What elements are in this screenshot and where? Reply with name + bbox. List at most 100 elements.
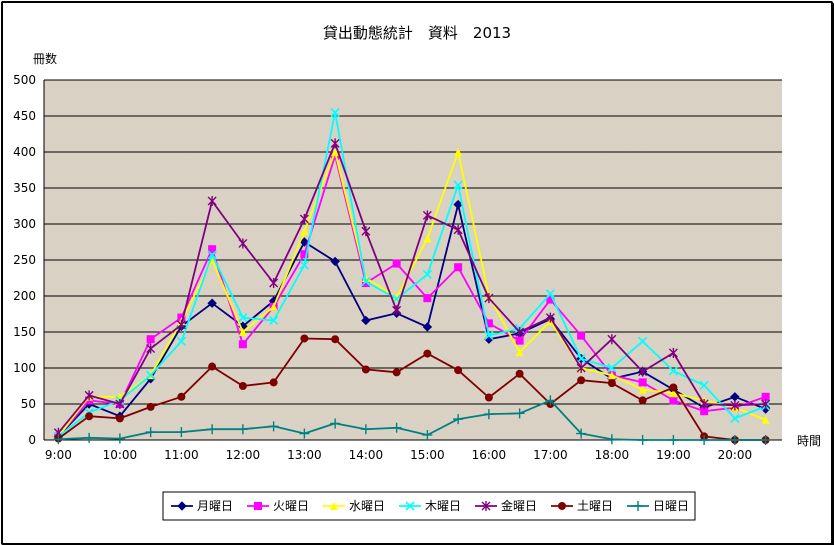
x-tick-label: 16:00 [472,448,507,462]
legend-item: 日曜日 [627,499,689,513]
data-point [254,502,262,510]
data-point [207,424,218,435]
data-point [699,399,709,409]
legend-label: 木曜日 [425,499,461,513]
data-point [422,269,432,279]
data-point [453,414,464,425]
legend-label: 火曜日 [273,499,309,513]
data-point [730,413,740,423]
data-point [700,407,709,416]
x-tick-label: 20:00 [718,448,753,462]
x-axis-label: 時間 [797,434,821,448]
data-point [300,227,309,236]
data-point [238,328,247,336]
data-point [269,378,278,387]
data-point [669,389,678,398]
data-point [391,422,402,433]
x-tick-label: 10:00 [103,448,138,462]
data-point [545,312,555,323]
data-point [300,250,309,259]
data-point [484,293,494,304]
data-point [638,378,647,387]
y-tick-label: 450 [13,109,36,123]
data-point [638,366,648,377]
x-tick-label: 11:00 [164,448,199,462]
data-point [668,366,678,376]
x-tick-label: 15:00 [410,448,445,462]
data-point [453,180,463,190]
data-point [146,343,156,354]
data-point [515,348,524,357]
data-point [208,362,217,371]
data-point [633,501,643,511]
y-tick-label: 500 [13,73,36,87]
data-point [238,340,247,349]
data-point [638,385,647,394]
data-point [176,319,186,330]
legend: 月曜日 火曜日 水曜日 木曜日 金曜日 土曜日 日曜日 [162,491,696,521]
data-point [269,278,279,289]
x-tick-label: 18:00 [595,448,630,462]
data-point [299,428,310,439]
data-point [361,365,370,374]
data-point [515,327,525,337]
data-point [668,347,678,358]
data-point [607,371,616,380]
data-point [361,226,371,237]
y-tick-label: 250 [13,253,36,267]
data-point [729,435,740,445]
series-金曜日 [53,138,771,438]
series-line [57,151,766,437]
data-point [577,331,586,340]
series-line [57,142,766,434]
y-tick-label: 350 [13,181,36,195]
data-point [545,289,555,299]
data-point [481,501,491,511]
data-point [699,435,710,445]
data-point [299,213,309,224]
legend-label: 水曜日 [349,499,385,513]
data-point [331,148,340,156]
data-point [484,319,493,328]
legend-label: 日曜日 [653,499,689,513]
data-point [392,368,401,377]
data-point [454,366,463,375]
series-line [57,337,766,441]
data-point [300,334,309,343]
data-point [330,138,340,149]
data-point [484,393,493,402]
data-point [454,148,463,156]
legend-item: 金曜日 [475,498,537,513]
y-tick-label: 50 [21,397,36,411]
data-point [84,432,95,443]
y-axis-label: 冊数 [33,51,57,66]
data-point [238,313,248,323]
data-point [85,412,94,421]
data-point [423,349,432,358]
legend-label: 土曜日 [577,499,613,513]
data-point [360,424,371,435]
series-line [58,399,766,441]
data-point [422,210,432,221]
x-tick-label: 9:00 [45,448,72,462]
data-point [607,379,616,388]
data-point [392,259,401,268]
data-point [453,199,463,210]
data-point [237,424,248,435]
series-line [57,154,766,437]
data-point [115,399,125,409]
data-point [115,414,124,423]
data-point [177,392,186,401]
legend-item: 火曜日 [247,499,309,513]
x-tick-labels: 9:00 10:00 11:00 12:00 13:00 14:00 15:00 16:00 1… [45,448,752,462]
data-point [558,502,566,510]
data-point [514,408,525,419]
x-tick-label: 19:00 [656,448,691,462]
data-point [638,396,647,405]
x-tick-label: 17:00 [533,448,568,462]
data-point [576,428,587,439]
legend-item: 土曜日 [551,499,613,513]
data-point [637,435,648,445]
data-point [576,363,586,373]
data-point [361,277,371,287]
